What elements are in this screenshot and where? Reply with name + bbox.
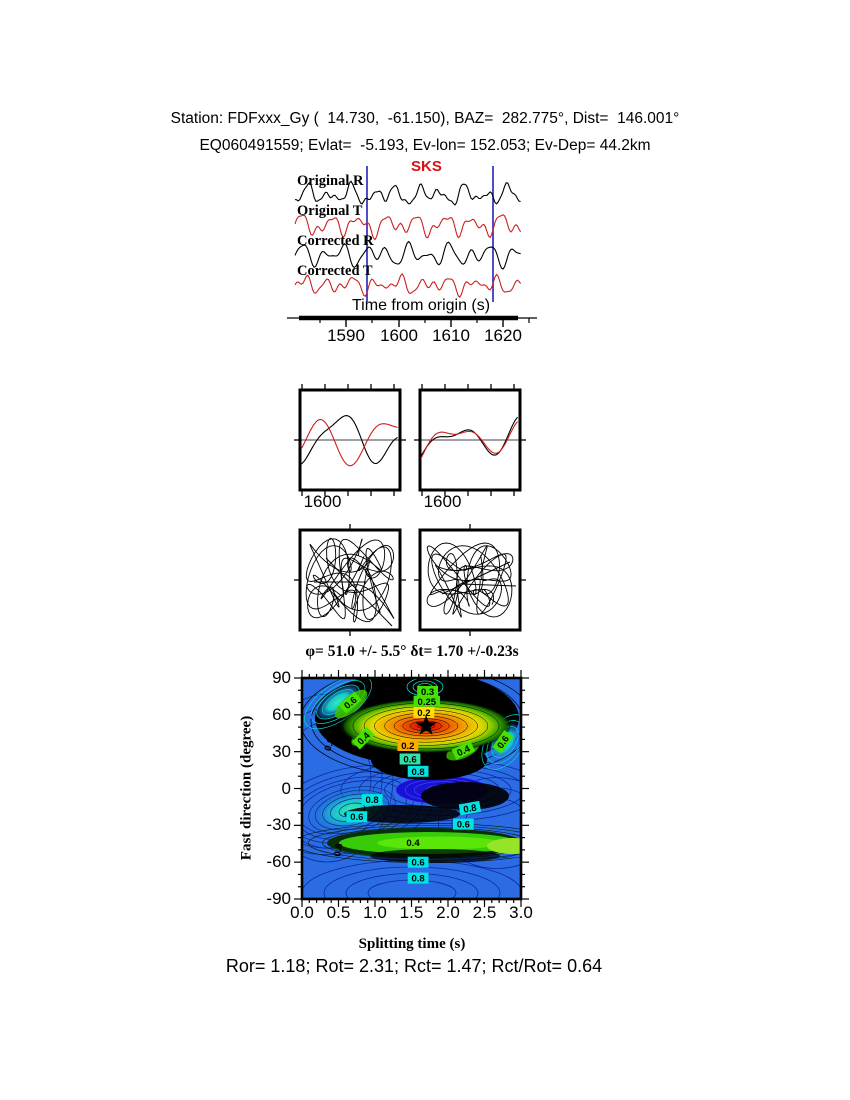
contour-ytick-label: -90 xyxy=(266,889,291,908)
contour-level-label: 0.4 xyxy=(406,838,420,849)
trace-label-original-r: Original R xyxy=(297,173,364,189)
time-axis xyxy=(287,315,537,327)
svg-text:0.6: 0.6 xyxy=(403,755,416,766)
window-waveform-box-left xyxy=(294,384,406,496)
contour-level-label: 0.4 xyxy=(451,741,476,760)
contour-level-label: 0.6 xyxy=(407,856,429,869)
contour-ytick-label: 60 xyxy=(272,704,291,724)
svg-text:0.4: 0.4 xyxy=(455,743,472,759)
svg-text:0.8: 0.8 xyxy=(332,843,345,858)
contour-title: φ= 51.0 +/- 5.5° δt= 1.70 +/-0.23s xyxy=(305,643,519,660)
contour-ytick-label: -30 xyxy=(266,815,291,835)
trace-label-corrected-r: Corrected R xyxy=(297,233,374,249)
svg-text:0.25: 0.25 xyxy=(418,697,437,708)
time-axis-tick-label: 1590 xyxy=(327,326,365,345)
window-box-left-tick-label: 1600 xyxy=(303,492,342,511)
svg-text:0.4: 0.4 xyxy=(406,838,420,849)
svg-text:0.8: 0.8 xyxy=(463,803,478,816)
svg-text:0.3: 0.3 xyxy=(421,687,434,698)
window-waveform-box-right xyxy=(414,384,526,496)
svg-text:0.8: 0.8 xyxy=(365,795,378,806)
svg-text:0.8: 0.8 xyxy=(323,737,338,753)
header-line-2: EQ060491559; Evlat= -5.193, Ev-lon= 152.… xyxy=(199,137,651,154)
contour-level-label: 0.8 xyxy=(407,765,429,778)
particle-motion-box-right xyxy=(414,524,526,636)
contour-level-label: 0.8 xyxy=(361,794,383,806)
contour-level-label: 0.8 xyxy=(407,872,429,885)
contour-level-label: 0.6 xyxy=(346,811,368,823)
contour-level-label: 0.25 xyxy=(413,695,440,708)
contour-x-axis-label: Splitting time (s) xyxy=(358,936,466,952)
svg-text:0.6: 0.6 xyxy=(350,812,363,823)
seismogram-traces-plot xyxy=(294,166,522,302)
svg-text:0.2: 0.2 xyxy=(401,741,414,752)
contour-xtick-label: 0.0 xyxy=(290,903,314,922)
contour-xtick-label: 1.5 xyxy=(399,903,424,922)
contour-level-label: 0.3 xyxy=(417,686,438,698)
footer-statistics: Ror= 1.18; Rot= 2.31; Rct= 1.47; Rct/Rot… xyxy=(225,956,603,976)
svg-text:0.8: 0.8 xyxy=(411,767,424,778)
svg-text:0.8: 0.8 xyxy=(411,874,424,885)
header-line-1: Station: FDFxxx_Gy ( 14.730, -61.150), B… xyxy=(170,110,680,127)
svg-text:0.6: 0.6 xyxy=(411,858,424,869)
contour-ytick-label: 90 xyxy=(272,668,291,687)
contour-ytick-label: -60 xyxy=(266,852,291,872)
contour-level-label: 0.2 xyxy=(413,706,435,719)
contour-level-label: 0.8 xyxy=(332,843,345,858)
contour-level-label: 0.8 xyxy=(458,800,482,816)
contour-xtick-label: 3.0 xyxy=(509,903,533,922)
best-fit-star-marker xyxy=(415,714,437,735)
contour-xtick-label: 2.5 xyxy=(472,903,497,922)
contour-xtick-label: 0.5 xyxy=(326,903,351,922)
trace-label-corrected-t: Corrected T xyxy=(297,263,373,279)
contour-xtick-label: 2.0 xyxy=(436,903,460,922)
contour-level-label: 0.2 xyxy=(397,740,419,752)
particle-motion-box-left xyxy=(294,524,406,636)
contour-level-label: 0.6 xyxy=(399,753,421,766)
contour-ytick-label: 30 xyxy=(272,741,291,761)
time-axis-tick-label: 1600 xyxy=(380,326,418,345)
svg-text:0.2: 0.2 xyxy=(417,708,430,719)
trace-label-original-t: Original T xyxy=(297,203,363,219)
contour-level-label: 0.6 xyxy=(452,818,474,831)
window-box-right-tick-label: 1600 xyxy=(423,492,462,511)
sks-phase-label: SKS xyxy=(411,158,442,175)
svg-text:0.6: 0.6 xyxy=(457,820,470,831)
contour-ytick-label: 0 xyxy=(281,778,291,798)
splitting-error-contour-plot: 0.60.8 0.4 0.2 0.40.60.30.250.20.60.80.80.6… xyxy=(294,670,529,907)
contour-xtick-label: 1.0 xyxy=(363,903,387,922)
time-axis-tick-label: 1620 xyxy=(484,326,522,345)
contour-level-label: 0.8 xyxy=(323,737,338,753)
time-axis-title: Time from origin (s) xyxy=(352,297,491,314)
time-axis-tick-label: 1610 xyxy=(432,326,470,345)
